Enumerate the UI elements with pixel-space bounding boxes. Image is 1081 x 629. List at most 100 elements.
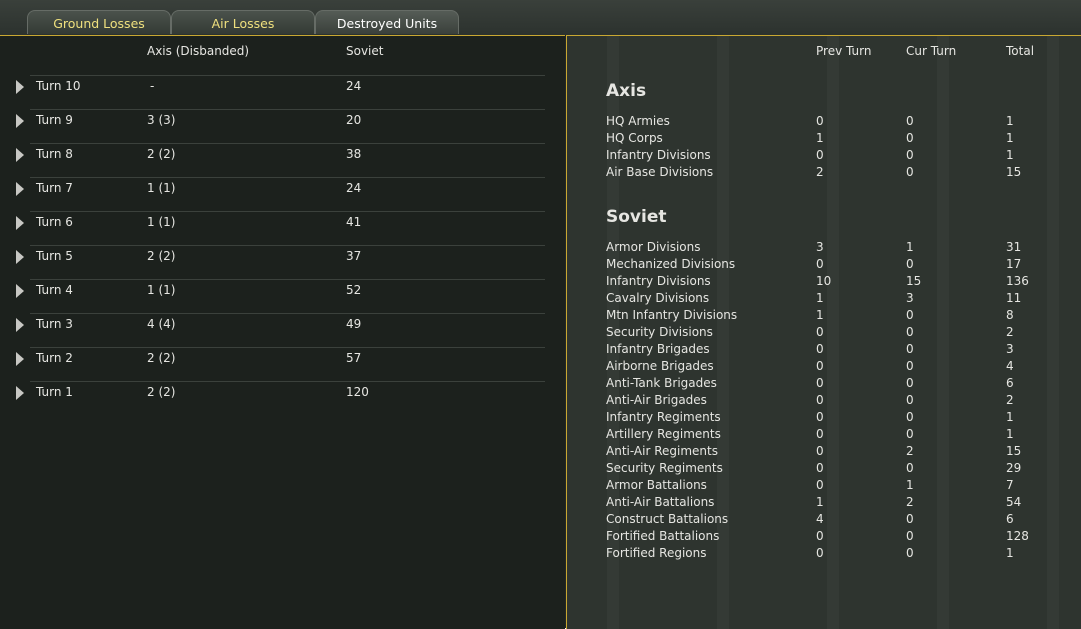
unit-type: Fortified Regions [606,546,707,560]
cur-turn: 15 [906,274,922,288]
turn-label: Turn 7 [36,181,73,195]
cur-turn: 0 [906,342,914,356]
total: 8 [1006,308,1014,322]
expand-arrow[interactable] [16,386,24,400]
tab[interactable]: Air Losses [171,10,315,34]
soviet-losses: 120 [346,385,369,399]
soviet-losses: 41 [346,215,362,229]
row-separator [30,75,545,76]
prev-turn: 2 [816,165,824,179]
unit-type: Cavalry Divisions [606,291,710,305]
prev-turn: 0 [816,359,824,373]
left-panel [0,35,565,629]
turn-label: Turn 10 [36,79,81,93]
prev-turn: 10 [816,274,832,288]
column-header: Soviet [346,44,384,58]
total: 7 [1006,478,1014,492]
expand-arrow[interactable] [16,148,24,162]
expand-arrow[interactable] [16,318,24,332]
row-separator [30,143,545,144]
total: 2 [1006,393,1014,407]
axis-losses: 2 (2) [147,385,176,399]
unit-type: Infantry Brigades [606,342,710,356]
total: 1 [1006,114,1014,128]
cur-turn: 0 [906,114,914,128]
unit-type: Artillery Regiments [606,427,721,441]
expand-arrow[interactable] [16,250,24,264]
total: 1 [1006,546,1014,560]
total: 6 [1006,512,1014,526]
soviet-losses: 37 [346,249,362,263]
turn-label: Turn 6 [36,215,73,229]
turn-label: Turn 5 [36,249,73,263]
expand-arrow[interactable] [16,80,24,94]
expand-arrow[interactable] [16,352,24,366]
soviet-losses: 57 [346,351,362,365]
soviet-losses: 20 [346,113,362,127]
cur-turn: 2 [906,495,914,509]
prev-turn: 0 [816,342,824,356]
cur-turn: 1 [906,240,914,254]
unit-type: HQ Corps [606,131,663,145]
prev-turn: 0 [816,461,824,475]
tab[interactable]: Ground Losses [27,10,171,34]
axis-losses: 2 (2) [147,147,176,161]
unit-type: Airborne Brigades [606,359,714,373]
prev-turn: 0 [816,114,824,128]
expand-arrow[interactable] [16,284,24,298]
column-header: Axis (Disbanded) [147,44,250,58]
cur-turn: 0 [906,427,914,441]
unit-type: HQ Armies [606,114,670,128]
prev-turn: 0 [816,427,824,441]
prev-turn: 0 [816,376,824,390]
unit-type: Mechanized Divisions [606,257,736,271]
turn-label: Turn 2 [36,351,73,365]
turn-label: Turn 1 [36,385,73,399]
axis-losses: 1 (1) [147,181,176,195]
column-header: Prev Turn [816,44,872,58]
turn-label: Turn 3 [36,317,73,331]
total: 2 [1006,325,1014,339]
total: 1 [1006,427,1014,441]
row-separator [30,177,545,178]
total: 29 [1006,461,1022,475]
unit-type: Mtn Infantry Divisions [606,308,738,322]
section-title: Axis [606,81,647,101]
expand-arrow[interactable] [16,216,24,230]
prev-turn: 1 [816,131,824,145]
unit-type: Construct Battalions [606,512,729,526]
soviet-losses: 49 [346,317,362,331]
total: 31 [1006,240,1022,254]
prev-turn: 0 [816,410,824,424]
cur-turn: 0 [906,131,914,145]
unit-type: Air Base Divisions [606,165,714,179]
prev-turn: 1 [816,308,824,322]
soviet-losses: 24 [346,79,362,93]
cur-turn: 0 [906,529,914,543]
row-separator [30,381,545,382]
prev-turn: 1 [816,291,824,305]
cur-turn: 0 [906,257,914,271]
prev-turn: 0 [816,478,824,492]
axis-losses: 4 (4) [147,317,176,331]
unit-type: Anti-Air Regiments [606,444,718,458]
total: 6 [1006,376,1014,390]
total: 136 [1006,274,1029,288]
column-header: Total [1006,44,1035,58]
expand-arrow[interactable] [16,114,24,128]
cur-turn: 0 [906,325,914,339]
cur-turn: 3 [906,291,914,305]
expand-arrow[interactable] [16,182,24,196]
total: 1 [1006,148,1014,162]
total: 15 [1006,165,1022,179]
axis-losses: 2 (2) [147,249,176,263]
unit-type: Security Regiments [606,461,723,475]
unit-type: Fortified Battalions [606,529,720,543]
prev-turn: 0 [816,257,824,271]
axis-losses: 2 (2) [147,351,176,365]
row-separator [30,279,545,280]
axis-losses: 1 (1) [147,283,176,297]
cur-turn: 0 [906,308,914,322]
tab[interactable]: Destroyed Units [315,10,459,34]
row-separator [30,313,545,314]
